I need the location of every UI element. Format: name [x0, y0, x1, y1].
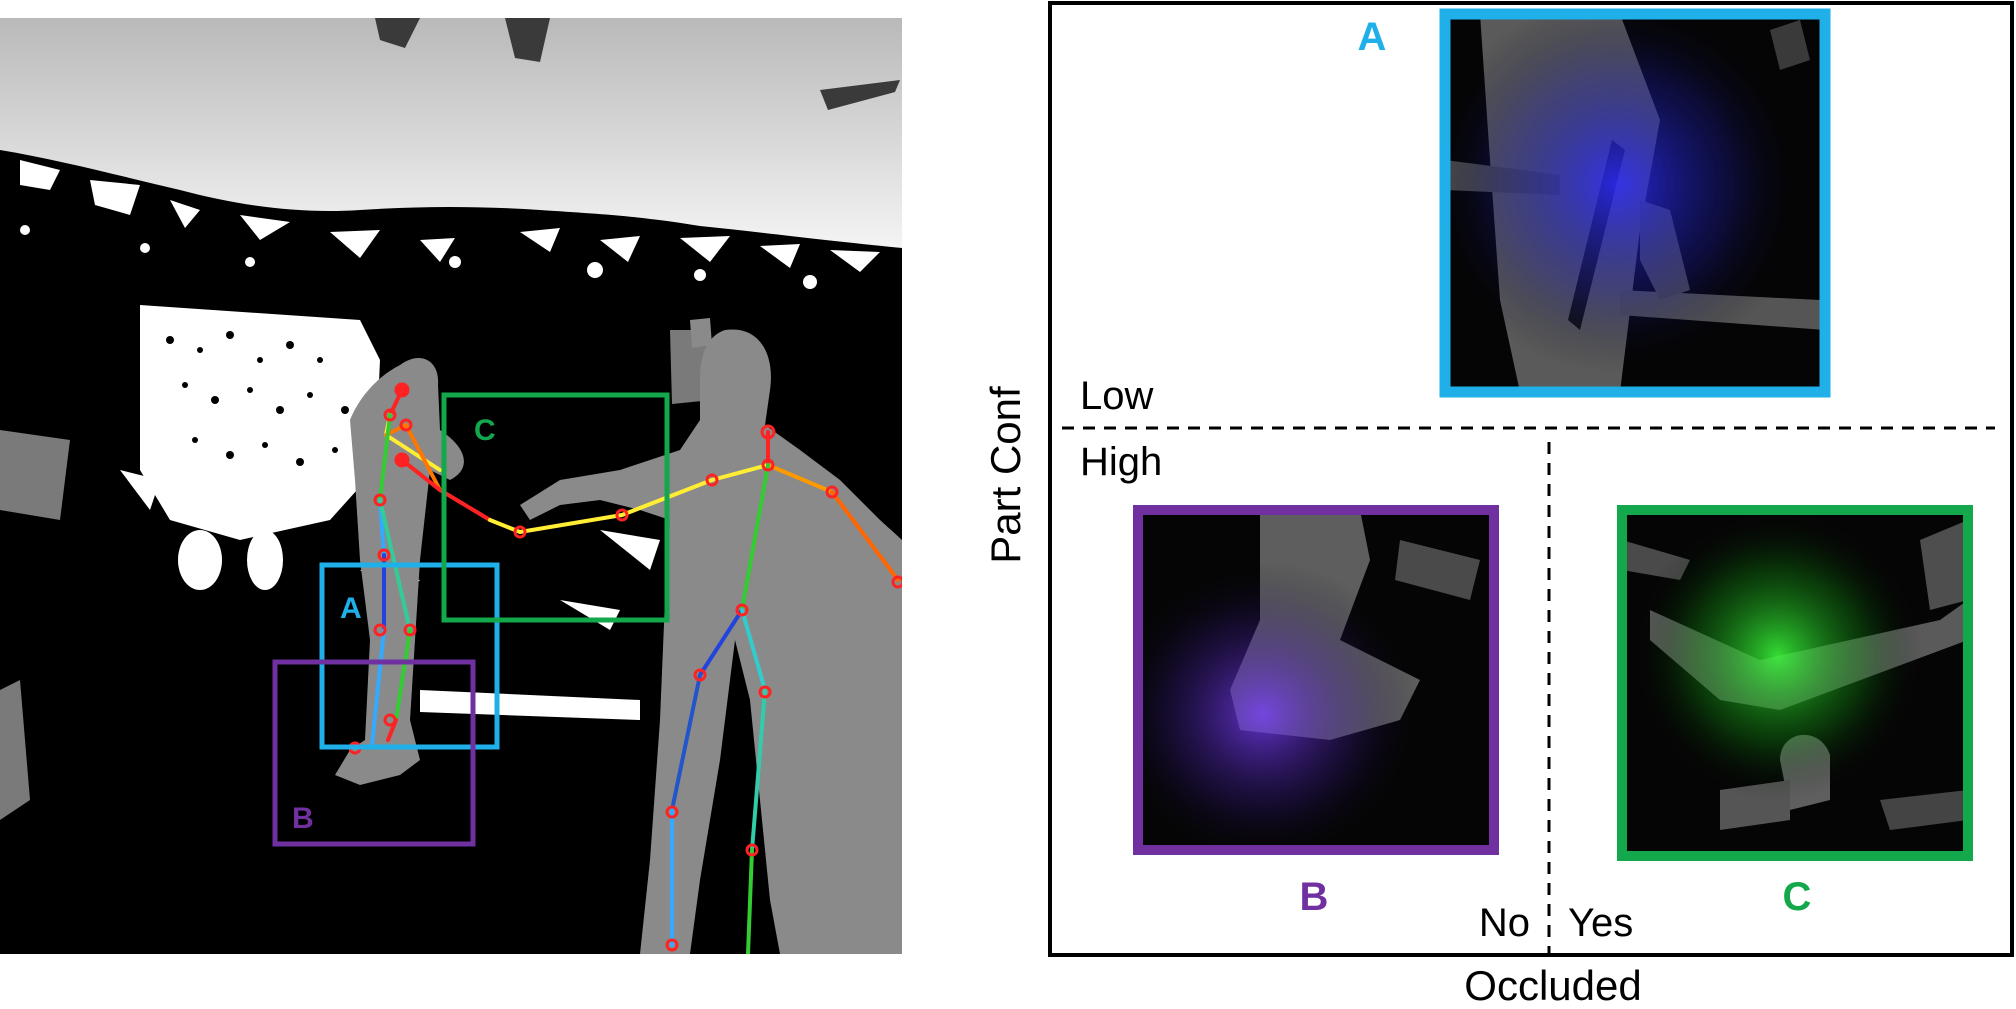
bbox-a	[319, 562, 500, 750]
bbox-c	[441, 392, 670, 623]
crop-a	[1439, 8, 1831, 398]
crop-b	[1133, 505, 1499, 855]
crop-c	[1617, 505, 1973, 861]
x-axis-label: Occluded	[1464, 962, 1641, 1009]
bbox-b	[272, 659, 476, 847]
not-occluded-label: No	[1479, 901, 1530, 945]
depth-image	[0, 18, 902, 954]
bbox-b-label: B	[292, 802, 314, 835]
crop-b-label: B	[1300, 875, 1329, 919]
low-confidence-label: Low	[1080, 374, 1153, 418]
bbox-c-label: C	[474, 414, 496, 447]
y-axis-label: Part Conf	[982, 386, 1029, 564]
crop-a-label: A	[1358, 15, 1387, 59]
bbox-a-label: A	[340, 592, 362, 625]
high-confidence-label: High	[1080, 440, 1162, 484]
occluded-yes-label: Yes	[1568, 901, 1633, 945]
crop-c-label: C	[1783, 875, 1812, 919]
